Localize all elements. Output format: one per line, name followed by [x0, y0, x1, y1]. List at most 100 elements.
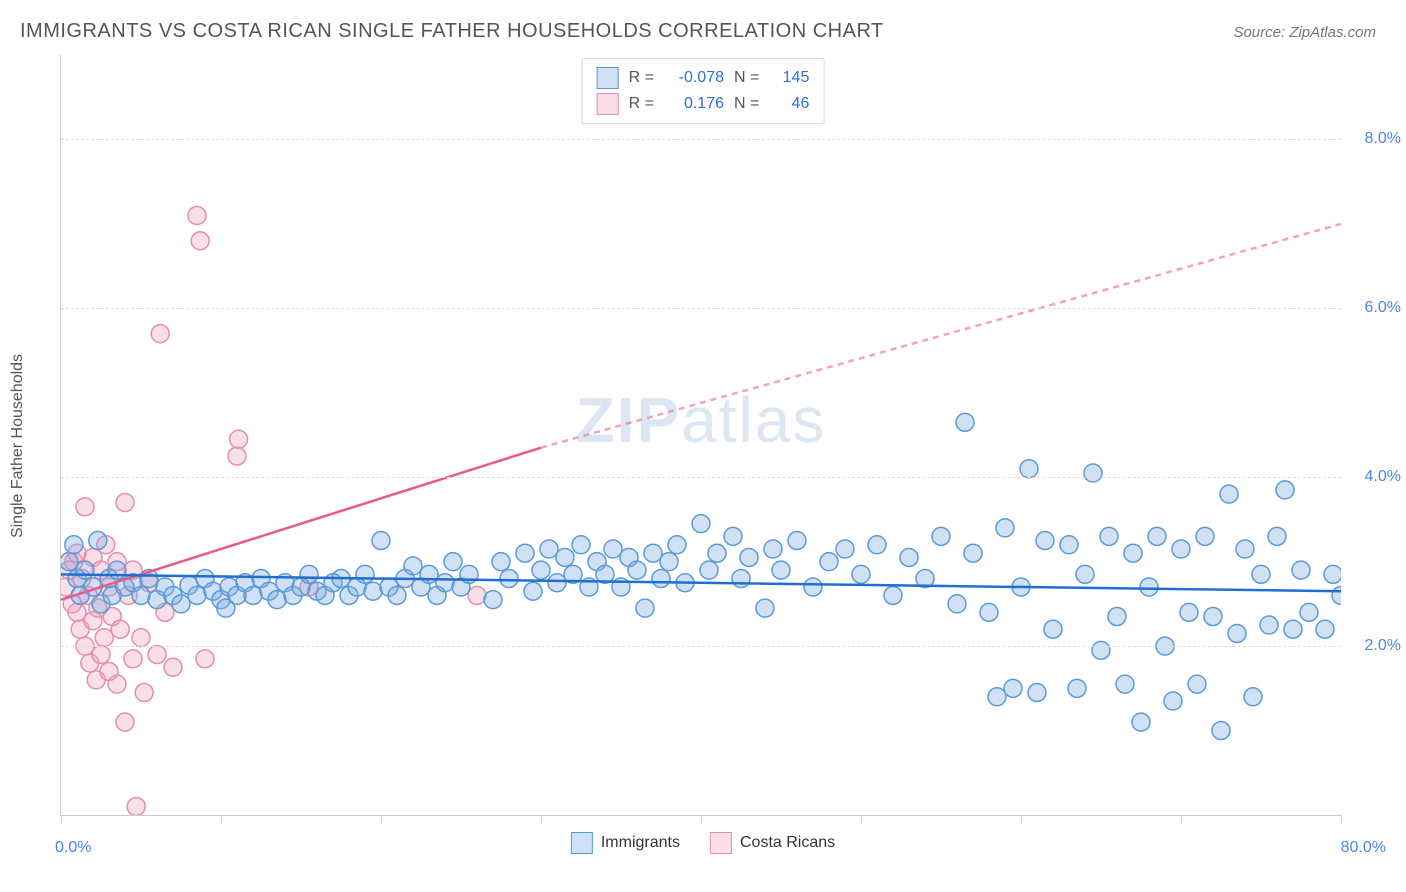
plot-area: ZIPatlas 2.0%4.0%6.0%8.0%: [60, 55, 1341, 816]
point-costarican: [188, 206, 206, 224]
point-immigrant: [884, 586, 902, 604]
point-immigrant: [1316, 620, 1334, 638]
point-immigrant: [532, 561, 550, 579]
point-immigrant: [1148, 527, 1166, 545]
point-immigrant: [868, 536, 886, 554]
point-immigrant: [1164, 692, 1182, 710]
point-costarican: [95, 629, 113, 647]
point-immigrant: [1076, 565, 1094, 583]
point-immigrant: [1332, 586, 1341, 604]
x-axis-max-label: 80.0%: [1341, 839, 1386, 857]
point-immigrant: [65, 536, 83, 554]
x-tick: [1181, 815, 1182, 823]
gridline-h: [61, 139, 1341, 140]
point-immigrant: [980, 603, 998, 621]
point-costarican: [108, 675, 126, 693]
x-tick: [221, 815, 222, 823]
swatch-series2: [597, 93, 619, 115]
point-immigrant: [988, 688, 1006, 706]
point-immigrant: [636, 599, 654, 617]
point-immigrant: [692, 515, 710, 533]
point-immigrant: [820, 553, 838, 571]
point-immigrant: [132, 586, 150, 604]
y-axis-label: Single Father Households: [9, 354, 27, 538]
trendline-costarican-dashed: [541, 224, 1341, 448]
series-legend: Immigrants Costa Ricans: [571, 832, 835, 854]
legend-label-costaricans: Costa Ricans: [740, 834, 835, 852]
point-immigrant: [356, 565, 374, 583]
point-immigrant: [188, 586, 206, 604]
point-immigrant: [76, 561, 94, 579]
legend-item-costaricans: Costa Ricans: [710, 832, 835, 854]
source-attribution: Source: ZipAtlas.com: [1233, 24, 1376, 41]
point-immigrant: [300, 565, 318, 583]
point-immigrant: [1276, 481, 1294, 499]
point-immigrant: [1068, 679, 1086, 697]
point-immigrant: [1108, 608, 1126, 626]
point-immigrant: [1004, 679, 1022, 697]
correlation-legend: R = -0.078 N = 145 R = 0.176 N = 46: [582, 58, 825, 124]
point-immigrant: [1324, 565, 1341, 583]
r-label-2: R =: [629, 95, 654, 113]
point-immigrant: [964, 544, 982, 562]
x-tick: [541, 815, 542, 823]
point-immigrant: [1180, 603, 1198, 621]
y-tick-label: 4.0%: [1351, 468, 1401, 486]
gridline-h: [61, 477, 1341, 478]
point-immigrant: [500, 570, 518, 588]
point-immigrant: [516, 544, 534, 562]
point-immigrant: [932, 527, 950, 545]
x-tick: [1021, 815, 1022, 823]
r-value-1: -0.078: [664, 69, 724, 87]
point-immigrant: [172, 595, 190, 613]
legend-row-series1: R = -0.078 N = 145: [597, 65, 810, 91]
point-immigrant: [548, 574, 566, 592]
point-immigrant: [1300, 603, 1318, 621]
point-immigrant: [1116, 675, 1134, 693]
point-immigrant: [436, 574, 454, 592]
legend-item-immigrants: Immigrants: [571, 832, 680, 854]
point-immigrant: [740, 548, 758, 566]
point-immigrant: [1060, 536, 1078, 554]
point-immigrant: [772, 561, 790, 579]
gridline-h: [61, 308, 1341, 309]
point-immigrant: [668, 536, 686, 554]
point-immigrant: [756, 599, 774, 617]
point-immigrant: [1140, 578, 1158, 596]
point-immigrant: [764, 540, 782, 558]
point-immigrant: [61, 553, 78, 571]
point-immigrant: [660, 553, 678, 571]
point-immigrant: [1228, 624, 1246, 642]
point-immigrant: [268, 591, 286, 609]
point-immigrant: [108, 561, 126, 579]
point-immigrant: [724, 527, 742, 545]
point-costarican: [116, 494, 134, 512]
y-tick-label: 8.0%: [1351, 130, 1401, 148]
point-immigrant: [89, 532, 107, 550]
point-immigrant: [628, 561, 646, 579]
point-immigrant: [708, 544, 726, 562]
point-immigrant: [804, 578, 822, 596]
point-immigrant: [388, 586, 406, 604]
point-immigrant: [732, 570, 750, 588]
x-axis-min-label: 0.0%: [55, 839, 91, 857]
point-immigrant: [556, 548, 574, 566]
point-immigrant: [444, 553, 462, 571]
point-costarican: [148, 646, 166, 664]
n-value-2: 46: [769, 95, 809, 113]
point-immigrant: [604, 540, 622, 558]
x-tick: [381, 815, 382, 823]
swatch-immigrants: [571, 832, 593, 854]
point-immigrant: [644, 544, 662, 562]
n-label-2: N =: [734, 95, 759, 113]
point-immigrant: [788, 532, 806, 550]
point-immigrant: [1236, 540, 1254, 558]
point-costarican: [116, 713, 134, 731]
point-immigrant: [540, 540, 558, 558]
point-immigrant: [364, 582, 382, 600]
point-immigrant: [1292, 561, 1310, 579]
swatch-costaricans: [710, 832, 732, 854]
legend-label-immigrants: Immigrants: [601, 834, 680, 852]
point-costarican: [68, 603, 86, 621]
point-immigrant: [1100, 527, 1118, 545]
